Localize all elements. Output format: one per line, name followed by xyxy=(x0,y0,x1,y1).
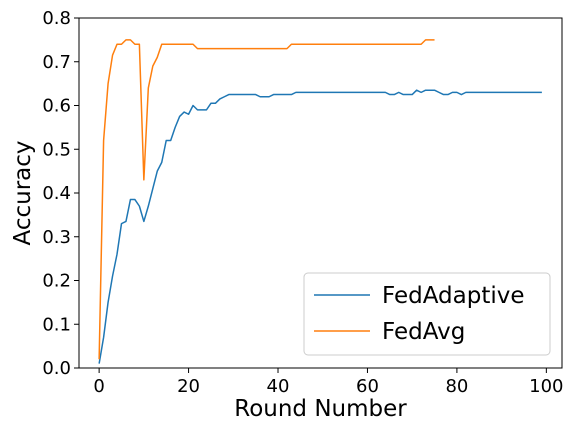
y-tick-label: 0.3 xyxy=(42,227,71,248)
y-axis: 0.0 0.1 0.2 0.3 0.4 0.5 0.6 0.7 0.8 xyxy=(42,8,79,379)
x-tick-label: 60 xyxy=(356,376,379,397)
y-tick-label: 0.6 xyxy=(42,96,71,117)
y-tick-label: 0.4 xyxy=(42,183,71,204)
x-tick-label: 0 xyxy=(93,376,104,397)
x-tick-label: 40 xyxy=(267,376,290,397)
legend: FedAdaptive FedAvg xyxy=(303,272,551,356)
y-tick-label: 0.5 xyxy=(42,139,71,160)
y-tick-label: 0.8 xyxy=(42,8,71,29)
legend-label-fedadaptive: FedAdaptive xyxy=(382,283,525,309)
x-axis: 0 20 40 60 80 100 xyxy=(93,368,564,397)
x-tick-label: 100 xyxy=(529,376,563,397)
legend-label-fedavg: FedAvg xyxy=(382,319,465,345)
y-axis-title: Accuracy xyxy=(10,140,36,245)
y-tick-label: 0.2 xyxy=(42,271,71,292)
legend-box xyxy=(303,272,551,356)
x-tick-label: 80 xyxy=(445,376,468,397)
series-line-fedavg xyxy=(98,39,435,360)
y-tick-label: 0.0 xyxy=(42,358,71,379)
series-group xyxy=(98,39,542,364)
x-axis-title: Round Number xyxy=(234,396,407,422)
y-tick-label: 0.1 xyxy=(42,314,71,335)
x-tick-label: 20 xyxy=(177,376,200,397)
series-line-fedadaptive xyxy=(98,89,542,364)
y-tick-label: 0.7 xyxy=(42,52,71,73)
